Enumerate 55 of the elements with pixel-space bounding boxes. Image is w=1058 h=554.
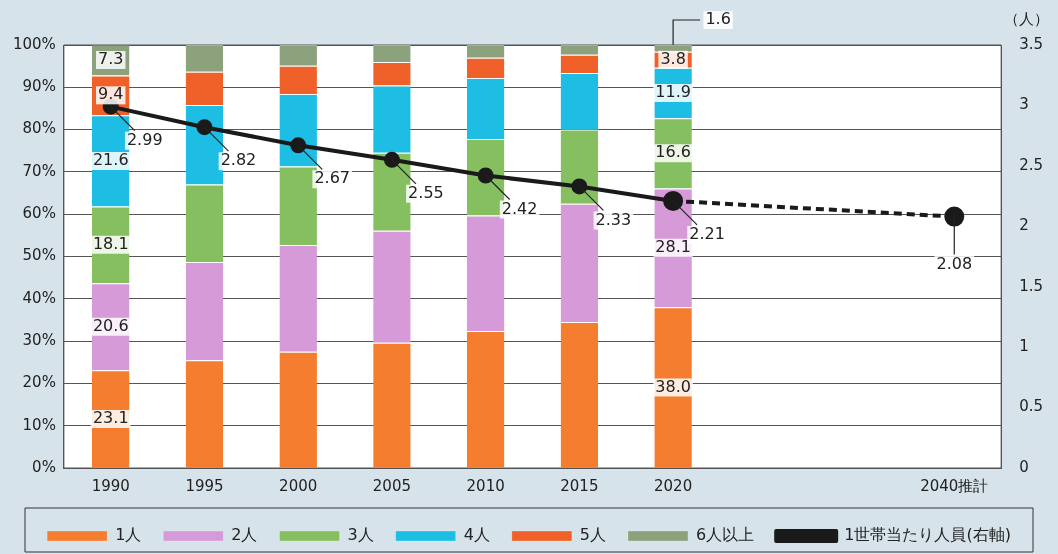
- legend-label: 6人以上: [696, 525, 755, 545]
- y-tick-label: 40%: [22, 288, 56, 307]
- data-label: 2.33: [595, 209, 632, 229]
- x-tick-label: 2015: [560, 476, 599, 495]
- data-label: 2.21: [689, 224, 725, 244]
- y-tick-label: 50%: [22, 246, 56, 265]
- y-tick-label: 60%: [22, 204, 56, 223]
- x-tick-label: 2000: [279, 476, 318, 495]
- legend-label: 3人: [347, 525, 374, 545]
- x-tick-label: 2040推計: [920, 476, 989, 495]
- y-tick-label: 10%: [22, 415, 56, 434]
- x-tick-label: 2005: [372, 476, 412, 495]
- y-tick-label: 70%: [22, 161, 56, 180]
- y2-tick-label: 2.5: [1019, 155, 1043, 174]
- y2-tick-label: 3.5: [1019, 34, 1043, 53]
- data-label: 2.67: [314, 168, 351, 188]
- y2-tick-label: 1.5: [1019, 276, 1043, 295]
- y2-tick-label: 1: [1019, 337, 1029, 356]
- data-label: 16.6: [655, 142, 691, 162]
- legend-label: 1世帯当たり人員(右軸): [844, 525, 1011, 545]
- y2-tick-label: 0.5: [1019, 397, 1043, 416]
- data-label: 38.0: [655, 376, 691, 396]
- data-label: 2.42: [501, 198, 538, 218]
- legend-label: 2人: [231, 525, 258, 545]
- data-label: 20.6: [92, 315, 129, 335]
- x-tick-label: 2020: [654, 476, 693, 495]
- data-label: 18.1: [92, 234, 129, 254]
- y2-tick-label: 0: [1019, 457, 1029, 476]
- legend-label: 4人: [463, 525, 490, 545]
- data-label: 11.9: [655, 82, 691, 102]
- data-label: 21.6: [92, 150, 129, 170]
- y2-tick-label: 2: [1019, 216, 1029, 235]
- data-label: 2.82: [220, 150, 257, 170]
- x-tick-label: 1990: [91, 476, 130, 495]
- y-tick-label: 90%: [22, 77, 56, 96]
- legend-label: 5人: [579, 525, 607, 545]
- data-label: 23.1: [92, 408, 129, 428]
- y-tick-label: 30%: [22, 330, 56, 349]
- y-tick-label: 100%: [12, 34, 56, 53]
- data-label: 2.55: [408, 182, 444, 202]
- y-tick-label: 20%: [22, 373, 56, 392]
- data-label: 2.08: [936, 253, 973, 273]
- data-label: 28.1: [655, 236, 691, 256]
- y2-axis-title: （人）: [1003, 9, 1049, 28]
- y-tick-label: 0%: [32, 457, 56, 476]
- data-label: 2.99: [126, 129, 163, 149]
- data-label: 9.4: [98, 84, 124, 104]
- data-label: 1.6: [705, 9, 731, 29]
- x-tick-label: 1995: [185, 476, 224, 495]
- data-label: 3.8: [660, 48, 686, 68]
- data-label: 7.3: [98, 49, 124, 69]
- x-tick-label: 2010: [466, 476, 505, 495]
- y-tick-label: 80%: [22, 119, 56, 138]
- y2-tick-label: 3: [1019, 95, 1029, 114]
- legend-label: 1人: [115, 525, 142, 545]
